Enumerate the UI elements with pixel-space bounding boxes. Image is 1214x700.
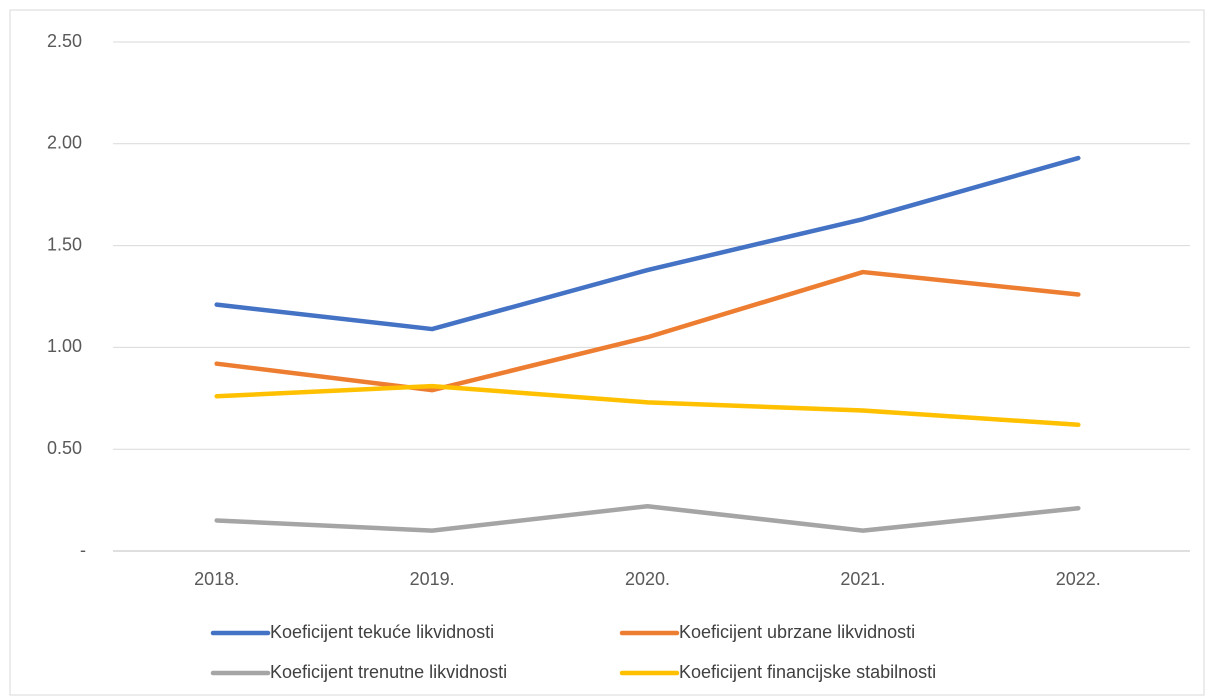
legend-label: Koeficijent ubrzane likvidnosti [679,622,915,642]
series-line [214,503,1081,533]
y-tick-label: 0.50 [47,438,82,458]
x-tick-label: 2018. [194,569,239,589]
series-line [214,383,1081,428]
x-tick-label: 2021. [840,569,885,589]
y-tick-label: 2.50 [47,31,82,51]
series-line [214,155,1081,332]
legend-label: Koeficijent financijske stabilnosti [679,662,936,682]
y-tick-label: 1.00 [47,336,82,356]
x-tick-label: 2020. [625,569,670,589]
legend-label: Koeficijent trenutne likvidnosti [270,662,507,682]
x-tick-label: 2022. [1056,569,1101,589]
chart-border [9,9,1205,696]
y-tick-label: 1.50 [47,234,82,254]
y-tick-label: 2.00 [47,133,82,153]
series-line [214,269,1081,393]
y-tick-label: - [80,540,86,560]
x-tick-label: 2019. [410,569,455,589]
legend-label: Koeficijent tekuće likvidnosti [270,622,494,642]
